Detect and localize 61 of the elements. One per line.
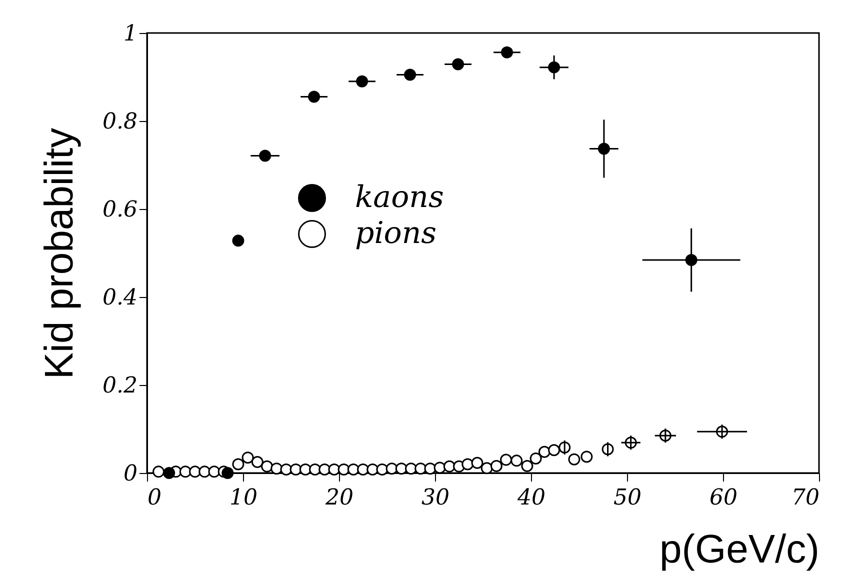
point: [568, 453, 580, 466]
y-axis-title: Kid probability: [38, 128, 82, 380]
y-tick-label: 0.8: [102, 110, 138, 134]
point: [163, 467, 176, 479]
point: [280, 463, 292, 476]
point: [261, 460, 273, 472]
y-tick-label: 0.2: [102, 374, 138, 398]
x-tick-label: 10: [230, 486, 258, 510]
point: [490, 460, 502, 472]
point: [232, 458, 244, 470]
point: [405, 462, 417, 475]
point: [270, 462, 283, 475]
y-tick-label: 0.4: [102, 286, 138, 310]
point: [521, 460, 534, 472]
point: [462, 458, 474, 470]
legend-label: kaons: [355, 180, 444, 215]
point: [480, 462, 493, 474]
point: [471, 456, 484, 469]
point: [242, 452, 254, 464]
point: [386, 462, 398, 475]
x-tick-label: 20: [324, 486, 354, 510]
point: [538, 446, 550, 458]
point: [395, 462, 408, 475]
point: [424, 462, 436, 475]
point: [309, 463, 321, 476]
point: [152, 466, 165, 478]
point: [232, 234, 244, 247]
point: [328, 463, 340, 476]
point: [510, 454, 523, 467]
y-tick-label: 0: [124, 462, 138, 486]
point: [251, 456, 264, 468]
x-tick-label: 50: [614, 486, 642, 510]
point: [357, 463, 369, 476]
x-tick-label: 70: [792, 486, 820, 510]
y-tick-label: 0.6: [102, 198, 138, 222]
point: [179, 466, 192, 478]
point: [222, 467, 234, 479]
point: [500, 454, 512, 466]
point: [376, 463, 388, 476]
point: [198, 466, 211, 478]
point: [347, 463, 360, 476]
point: [443, 460, 456, 472]
point: [189, 466, 201, 478]
point: [530, 452, 542, 464]
point: [299, 463, 312, 476]
x-tick-label: 40: [516, 486, 546, 510]
point: [434, 462, 446, 474]
point: [366, 463, 379, 476]
point: [414, 462, 427, 475]
point: [338, 463, 350, 476]
x-tick-label: 30: [422, 486, 450, 510]
x-tick-label: 0: [148, 486, 162, 510]
legend-label: pions: [355, 216, 437, 251]
point: [318, 463, 331, 476]
y-tick-label: 1: [124, 22, 138, 46]
point: [580, 450, 593, 463]
x-tick-label: 60: [710, 486, 738, 510]
point: [208, 466, 220, 478]
point: [548, 444, 560, 456]
point: [290, 463, 302, 476]
x-axis-title: p(GeV/c): [659, 528, 820, 572]
